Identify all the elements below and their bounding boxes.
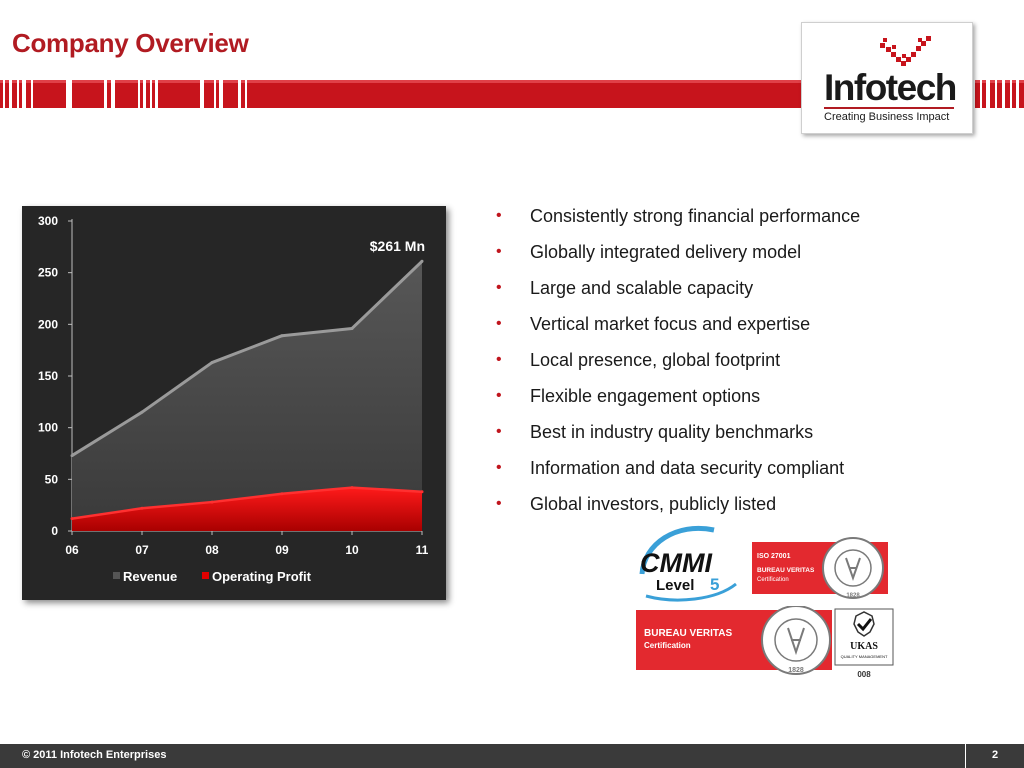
bullet-item: Best in industry quality benchmarks [496,420,860,456]
company-logo: Infotech Creating Business Impact [801,22,973,134]
x-tick-label: 11 [416,543,429,557]
copyright-text: © 2011 Infotech Enterprises [22,749,167,761]
bv-type: Certification [644,641,691,650]
y-tick-label: 50 [45,472,59,486]
x-tick-label: 08 [205,543,219,557]
bullet-item: Information and data security compliant [496,456,860,492]
footer-divider [965,744,966,768]
revenue-area-chart: 0 50 100 150 200 250 300 06 07 08 09 10 11 $261 Mn Rev… [38,214,429,584]
revenue-point [350,326,354,330]
y-tick-label: 100 [38,421,58,435]
ukas-code: 008 [857,670,871,679]
logo-wordmark: Infotech [824,67,957,108]
ukas-quality-management-badge: UKAS QUALITY MANAGEMENT 008 [834,608,894,679]
operating-profit-point [210,500,214,504]
revenue-point [210,361,214,365]
legend-swatch-operating-profit [202,572,209,579]
y-tick-label: 150 [38,369,58,383]
y-tick-label: 0 [51,524,58,538]
logo-checkmark-icon [880,36,931,66]
ukas-sub: QUALITY MANAGEMENT [841,654,888,659]
operating-profit-point [140,506,144,510]
highlights-list: Consistently strong financial performanc… [496,204,860,528]
bullet-item: Global investors, publicly listed [496,492,860,528]
revenue-point [420,259,424,263]
iso-seal-year: 1828 [846,593,860,599]
operating-profit-point [70,517,74,521]
slide-footer: © 2011 Infotech Enterprises 2 [0,744,1024,768]
revenue-peak-annotation: $261 Mn [370,238,425,254]
revenue-point [280,334,284,338]
slide-title: Company Overview [12,28,249,58]
cmmi-level-number: 5 [710,575,719,594]
operating-profit-point [350,486,354,490]
y-tick-label: 200 [38,317,58,331]
logo-tagline: Creating Business Impact [824,111,950,123]
legend-swatch-revenue [113,572,120,579]
bullet-item: Large and scalable capacity [496,276,860,312]
bureau-veritas-certification-badge: 1828 BUREAU VERITAS Certification [636,606,832,675]
x-tick-label: 06 [65,543,79,557]
bv-seal-year: 1828 [788,667,804,674]
bullet-item: Globally integrated delivery model [496,240,860,276]
x-tick-label: 10 [345,543,359,557]
bv-issuer: BUREAU VERITAS [644,628,732,639]
revenue-area [72,261,422,531]
revenue-point [70,454,74,458]
bullet-item: Local presence, global footprint [496,348,860,384]
iso-issuer: BUREAU VERITAS [757,567,815,574]
cmmi-level-5-badge: CMMI Level 5 [639,525,737,602]
operating-profit-line [71,486,423,520]
iso-type: Certification [757,577,789,583]
ukas-name: UKAS [850,641,878,652]
logo-divider [824,107,954,109]
iso-standard: ISO 27001 [757,553,791,560]
page-number: 2 [991,749,999,761]
bullet-item: Flexible engagement options [496,384,860,420]
bullet-item: Consistently strong financial performanc… [496,204,860,240]
x-tick-label: 09 [275,543,289,557]
y-tick-label: 250 [38,266,58,280]
legend-label-operating-profit: Operating Profit [212,569,312,584]
x-tick-label: 07 [135,543,149,557]
operating-profit-point [420,490,424,494]
cmmi-level-label: Level [656,577,694,594]
revenue-line [71,260,424,457]
revenue-point [140,410,144,414]
operating-profit-area [72,487,422,531]
revenue-chart-panel: 0 50 100 150 200 250 300 06 07 08 09 10 11 $261 Mn Rev… [22,206,446,600]
iso-27001-certification-badge: 1828 ISO 27001 BUREAU VERITAS Certificat… [752,537,888,599]
cmmi-name: CMMI [640,548,712,578]
legend-label-revenue: Revenue [123,569,177,584]
bullet-item: Vertical market focus and expertise [496,312,860,348]
y-tick-label: 300 [38,214,58,228]
operating-profit-point [280,492,284,496]
